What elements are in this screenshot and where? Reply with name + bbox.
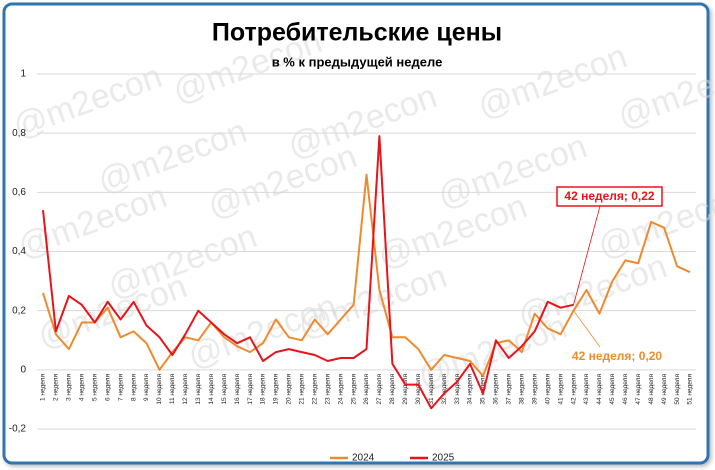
x-tick-label: 3 неделя bbox=[66, 374, 73, 401]
chart-subtitle: в % к предыдущей неделе bbox=[272, 54, 443, 69]
annotation-leader bbox=[573, 310, 601, 348]
annotation: 42 неделя; 0,22 bbox=[564, 189, 655, 203]
x-tick-label: 43 неделя bbox=[583, 374, 590, 405]
x-tick-label: 12 неделя bbox=[182, 374, 189, 405]
x-tick-label: 6 неделя bbox=[104, 374, 111, 401]
x-tick-label: 27 неделя bbox=[376, 374, 383, 405]
x-tick-label: 10 неделя bbox=[156, 374, 163, 405]
x-tick-label: 44 неделя bbox=[596, 374, 603, 405]
series-line bbox=[42, 173, 691, 377]
x-tick-label: 21 неделя bbox=[299, 374, 306, 405]
x-tick-label: 29 неделя bbox=[402, 374, 409, 405]
x-tick-label: 14 неделя bbox=[208, 374, 215, 405]
x-tick-label: 31 неделя bbox=[428, 374, 435, 405]
x-tick-label: 22 неделя bbox=[311, 374, 318, 405]
x-tick-label: 5 неделя bbox=[91, 374, 98, 401]
x-tick-label: 13 неделя bbox=[195, 374, 202, 405]
x-tick-label: 1 неделя bbox=[40, 374, 47, 401]
x-tick-label: 33 неделя bbox=[454, 374, 461, 405]
frame bbox=[2, 2, 710, 465]
annotation-leader bbox=[573, 205, 601, 305]
x-tick-label: 41 неделя bbox=[557, 374, 564, 405]
x-tick-label: 47 неделя bbox=[635, 374, 642, 405]
x-tick-label: 37 неделя bbox=[506, 374, 513, 405]
y-tick-label: 0 bbox=[20, 364, 26, 375]
x-tick-label: 50 неделя bbox=[674, 374, 681, 405]
y-tick-label: -0,2 bbox=[9, 424, 27, 435]
annotation: 42 неделя; 0,20 bbox=[572, 349, 663, 363]
x-tick-label: 42 неделя bbox=[570, 374, 577, 405]
x-tick-label: 8 неделя bbox=[130, 374, 137, 401]
x-tick-label: 15 неделя bbox=[221, 374, 228, 405]
x-tick-label: 20 неделя bbox=[286, 374, 293, 405]
y-tick-label: 0,2 bbox=[12, 305, 26, 316]
x-tick-label: 25 неделя bbox=[350, 374, 357, 405]
x-tick-label: 7 неделя bbox=[117, 374, 124, 401]
y-tick-label: 0,4 bbox=[12, 246, 26, 257]
x-tick-label: 11 неделя bbox=[169, 374, 176, 405]
x-tick-label: 4 неделя bbox=[79, 374, 86, 401]
x-tick-label: 45 неделя bbox=[609, 374, 616, 405]
chart-title: Потребительские цены bbox=[212, 19, 502, 47]
x-tick-label: 38 неделя bbox=[518, 374, 525, 405]
x-tick-label: 39 неделя bbox=[531, 374, 538, 405]
y-tick-label: 0,6 bbox=[12, 187, 26, 198]
annotation-box bbox=[556, 186, 663, 207]
x-tick-label: 40 неделя bbox=[544, 374, 551, 405]
x-tick-label: 9 неделя bbox=[143, 374, 150, 401]
x-tick-label: 49 неделя bbox=[661, 374, 668, 405]
x-tick-label: 51 неделя bbox=[687, 374, 694, 405]
y-tick-label: 1 bbox=[20, 69, 26, 80]
x-tick-label: 46 неделя bbox=[622, 374, 629, 405]
x-tick-label: 16 неделя bbox=[234, 374, 241, 405]
x-tick-label: 48 неделя bbox=[648, 374, 655, 405]
x-tick-label: 17 неделя bbox=[247, 374, 254, 405]
x-tick-label: 26 неделя bbox=[363, 374, 370, 405]
x-tick-label: 24 неделя bbox=[337, 374, 344, 405]
x-tick-label: 19 неделя bbox=[273, 374, 280, 405]
x-tick-label: 32 неделя bbox=[441, 374, 448, 405]
x-tick-label: 36 неделя bbox=[493, 374, 500, 405]
x-tick-label: 34 неделя bbox=[467, 374, 474, 405]
y-tick-label: 0,8 bbox=[12, 128, 26, 139]
x-tick-label: 28 неделя bbox=[389, 374, 396, 405]
legend-label: 2024 bbox=[352, 453, 375, 464]
x-tick-label: 30 неделя bbox=[415, 374, 422, 405]
legend-label: 2025 bbox=[432, 453, 455, 464]
x-tick-label: 18 неделя bbox=[260, 374, 267, 405]
series-line bbox=[42, 135, 574, 410]
x-tick-label: 23 неделя bbox=[324, 374, 331, 405]
x-tick-label: 2 неделя bbox=[53, 374, 60, 401]
